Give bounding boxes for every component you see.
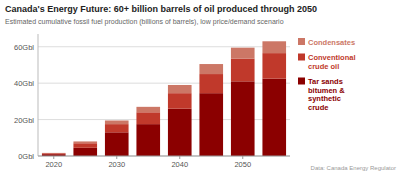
source: Data: Canada Energy Regulator <box>311 165 396 171</box>
y-tick-label: 0Gbl <box>18 152 34 161</box>
y-tick-label: 60Gbl <box>14 43 34 52</box>
bars <box>42 41 286 156</box>
grid-line <box>38 46 290 47</box>
y-tick-label: 40Gbl <box>14 79 34 88</box>
legend-entry: Tar sandsbitumen &syntheticcrude <box>308 77 345 112</box>
bar-segment <box>42 152 66 153</box>
bar-segment <box>262 41 286 53</box>
bar-segment <box>168 109 192 156</box>
bar-segment <box>42 153 66 155</box>
bar-segment <box>199 64 223 74</box>
legend-line: crude <box>308 103 328 112</box>
title: Canada's Energy Future: 60+ billion barr… <box>5 4 317 14</box>
bar-segment <box>105 120 129 124</box>
bar-segment <box>136 124 160 156</box>
x-tick-label: 2050 <box>234 160 251 169</box>
x-tick <box>242 156 243 159</box>
legend-line: crude oil <box>308 62 339 71</box>
x-tick-label: 2040 <box>171 160 188 169</box>
x-tick <box>179 156 180 159</box>
chart: Canada's Energy Future: 60+ billion barr… <box>0 0 400 173</box>
bar-segment <box>105 124 129 132</box>
grid-line <box>38 156 290 157</box>
x-tick-label: 2020 <box>45 160 62 169</box>
x-tick <box>53 156 54 159</box>
bar-segment <box>199 93 223 156</box>
bar-segment <box>168 93 192 108</box>
bar-segment <box>199 74 223 93</box>
bar-segment <box>136 107 160 112</box>
y-axis-line <box>38 34 39 156</box>
legend-entry: Condensates <box>308 38 355 47</box>
bar-segment <box>262 79 286 156</box>
subtitle: Estimated cumulative fossil fuel product… <box>5 18 284 26</box>
bar-segment <box>231 48 255 59</box>
x-tick-label: 2030 <box>108 160 125 169</box>
x-tick <box>116 156 117 159</box>
legend-swatch <box>298 38 305 45</box>
legend-line: Condensates <box>308 38 355 47</box>
bar-segment <box>262 53 286 78</box>
bar-segment <box>73 141 97 143</box>
bar-segment <box>73 143 97 148</box>
bar-segment <box>168 85 192 93</box>
y-tick-label: 20Gbl <box>14 116 34 125</box>
legend-entry: Conventionalcrude oil <box>308 53 356 71</box>
bar-segment <box>105 132 129 156</box>
x-axis-line <box>38 156 290 157</box>
bar-segment <box>231 59 255 82</box>
bar-segment <box>136 112 160 124</box>
bar-segment <box>73 148 97 156</box>
legend-swatch <box>298 54 305 61</box>
legend-swatch <box>298 78 305 85</box>
bar-segment <box>231 81 255 156</box>
